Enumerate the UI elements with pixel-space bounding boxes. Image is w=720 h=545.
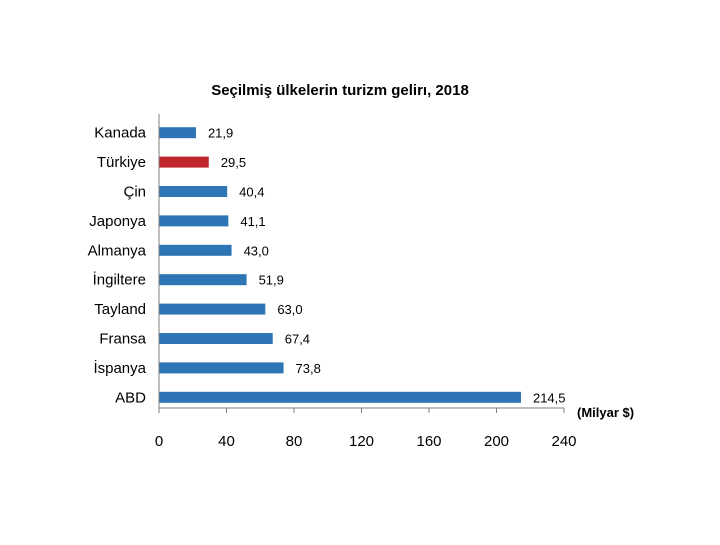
bar-ispanya — [159, 362, 284, 374]
category-label-ingiltere: İngiltere — [93, 271, 146, 289]
value-label-cin: 40,4 — [239, 185, 264, 200]
value-label-fransa: 67,4 — [285, 332, 310, 347]
x-tick-label-0: 0 — [155, 433, 163, 450]
x-tick-label-40: 40 — [218, 433, 235, 450]
value-label-ingiltere: 51,9 — [259, 273, 284, 288]
category-label-almanya: Almanya — [88, 242, 147, 259]
category-label-japonya: Japonya — [89, 213, 146, 230]
bar-kanada — [159, 127, 196, 139]
bar-ingiltere — [159, 274, 247, 286]
x-tick-label-160: 160 — [416, 433, 441, 450]
value-label-turkiye: 29,5 — [221, 155, 246, 170]
bar-fransa — [159, 333, 273, 344]
bar-almanya — [159, 244, 232, 256]
value-label-tayland: 63,0 — [277, 302, 302, 317]
category-label-kanada: Kanada — [94, 125, 146, 142]
bar-turkiye — [159, 156, 209, 168]
category-label-ispanya: İspanya — [93, 359, 146, 377]
category-label-tayland: Tayland — [94, 301, 146, 318]
bar-japonya — [159, 215, 229, 227]
x-tick-label-240: 240 — [551, 433, 576, 450]
value-label-ispanya: 73,8 — [296, 361, 321, 376]
x-tick-label-120: 120 — [349, 433, 374, 450]
category-label-turkiye: Türkiye — [97, 154, 146, 171]
category-label-abd: ABD — [115, 389, 146, 406]
x-tick-label-200: 200 — [484, 433, 509, 450]
value-label-abd: 214,5 — [533, 390, 566, 405]
bar-abd — [159, 391, 521, 403]
category-label-fransa: Fransa — [99, 331, 146, 348]
value-label-kanada: 21,9 — [208, 126, 233, 141]
axis-layer: 0 40 80 120 160 200 240 — [155, 114, 577, 450]
x-tick-label-80: 80 — [286, 433, 303, 450]
bars-layer: Kanada 21,9 Türkiye 29,5 Çin 40,4 Japonya 41,1 A… — [88, 125, 566, 407]
x-axis-unit-label: (Milyar $) — [577, 405, 634, 420]
chart-title: Seçilmiş ülkelerin turizm gelirı, 2018 — [211, 82, 469, 99]
bar-tayland — [159, 303, 266, 315]
category-label-cin: Çin — [123, 184, 146, 201]
value-label-almanya: 43,0 — [244, 243, 269, 258]
bar-cin — [159, 186, 228, 197]
value-label-japonya: 41,1 — [240, 214, 265, 229]
